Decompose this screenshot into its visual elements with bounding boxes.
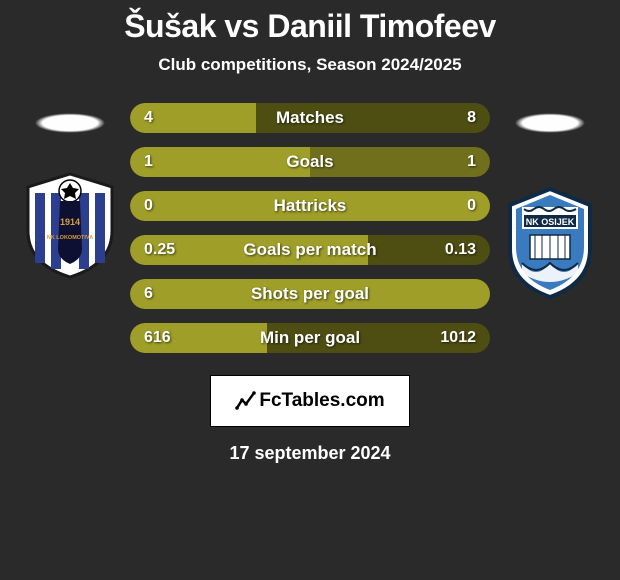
stat-bars: 4Matches8 1Goals1 0Hattricks0 0.25Goals per… [130,103,490,353]
stat-row: 6Shots per goal [130,279,490,309]
bar-value-right: 0.13 [445,235,476,265]
crest-right-svg: NK OSIJEK [500,183,600,301]
left-side: 1914 NK LOKOMOTIVA [10,103,130,279]
stat-row: 4Matches8 [130,103,490,133]
crest-left-svg: 1914 NK LOKOMOTIVA [20,169,120,279]
page-title: Šušak vs Daniil Timofeev [0,8,620,45]
bar-value-right: 1012 [440,323,476,353]
svg-text:1914: 1914 [60,217,80,227]
bar-value-right: 0 [467,191,476,221]
bar-label: Goals [130,147,490,177]
brand-text: FcTables.com [235,390,384,412]
bar-value-right: 1 [467,147,476,177]
bar-label: Goals per match [130,235,490,265]
comparison-layout: 1914 NK LOKOMOTIVA 4Matches8 1Goals1 0Hatt… [0,103,620,353]
page-subtitle: Club competitions, Season 2024/2025 [0,55,620,75]
stat-row: 1Goals1 [130,147,490,177]
bar-label: Shots per goal [130,279,490,309]
chart-icon [235,390,257,412]
right-crest: NK OSIJEK [500,187,600,297]
stat-row: 0.25Goals per match0.13 [130,235,490,265]
right-side: NK OSIJEK [490,103,610,297]
stat-row: 616Min per goal1012 [130,323,490,353]
right-spotlight [500,107,600,139]
bar-label: Min per goal [130,323,490,353]
bar-label: Matches [130,103,490,133]
brand-label: FcTables.com [259,390,384,412]
bar-label: Hattricks [130,191,490,221]
date-text: 17 september 2024 [0,443,620,464]
left-crest: 1914 NK LOKOMOTIVA [20,169,120,279]
bar-value-right: 8 [467,103,476,133]
infographic-container: Šušak vs Daniil Timofeev Club competitio… [0,0,620,580]
svg-text:NK OSIJEK: NK OSIJEK [526,217,575,227]
left-spotlight [20,107,120,139]
brand-box: FcTables.com [210,375,410,427]
stat-row: 0Hattricks0 [130,191,490,221]
svg-text:NK LOKOMOTIVA: NK LOKOMOTIVA [47,235,93,241]
